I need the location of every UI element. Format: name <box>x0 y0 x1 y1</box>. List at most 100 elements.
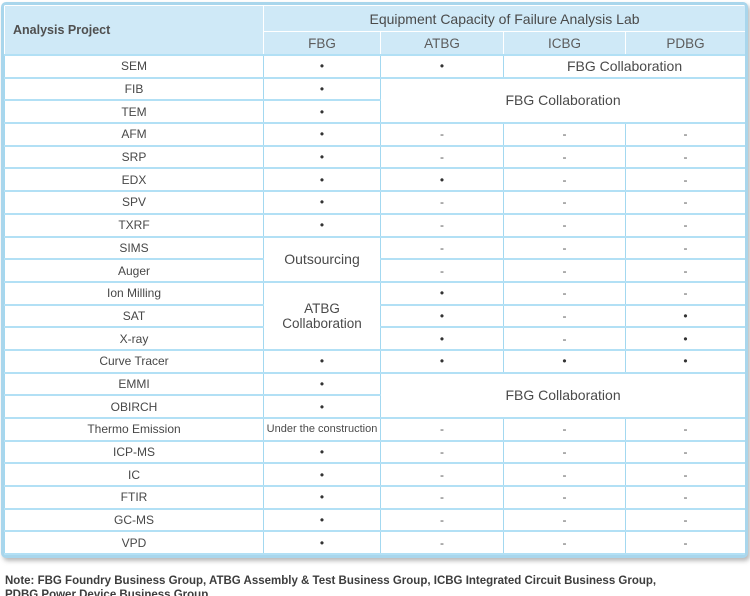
cell-atbg: - <box>380 462 504 488</box>
row-vpd: VPD • - - - <box>4 530 745 556</box>
cell-pdbg: - <box>624 190 745 215</box>
cell-icbg: - <box>503 303 626 329</box>
cell-atbg: • <box>380 303 504 329</box>
cell-fbg: • <box>263 99 381 125</box>
row-srp: SRP • - - - <box>4 144 745 170</box>
cell-pdbg: - <box>624 122 745 147</box>
cell-atbg: • <box>380 326 504 351</box>
row-sims: SIMS Outsourcing - - - <box>4 235 745 283</box>
row-emmi: EMMI • FBG Collaboration <box>4 371 745 420</box>
cell-icbg: - <box>503 439 626 465</box>
row-ftir: FTIR • - - - <box>4 485 745 510</box>
cell-pdbg: • <box>624 348 745 374</box>
row-label: FIB <box>4 76 264 102</box>
row-afm: AFM • - - - <box>4 122 745 147</box>
column-header-atbg: ATBG <box>380 31 504 56</box>
row-label: AFM <box>4 122 264 147</box>
cell-pdbg: - <box>624 507 745 533</box>
cell-fbg-merged-outsourcing: Outsourcing <box>263 235 381 283</box>
cell-icbg: - <box>503 417 626 442</box>
cell-fbg: • <box>263 54 381 79</box>
cell-atbg: - <box>380 417 504 442</box>
row-label: FTIR <box>4 485 264 510</box>
row-spv: SPV • - - - <box>4 190 745 215</box>
cell-icbg: - <box>503 326 626 351</box>
cell-pdbg: • <box>624 326 745 351</box>
cell-pdbg: - <box>624 280 745 306</box>
row-label: GC-MS <box>4 507 264 533</box>
row-ic: IC • - - - <box>4 462 745 488</box>
cell-pdbg: - <box>624 212 745 238</box>
row-label: VPD <box>4 530 264 556</box>
cell-icbg: - <box>503 530 626 556</box>
cell-fbg: • <box>263 144 381 170</box>
row-label: EMMI <box>4 371 264 397</box>
cell-atbg: - <box>380 144 504 170</box>
row-label: SAT <box>4 303 264 329</box>
row-curve-tracer: Curve Tracer • • • • <box>4 348 745 374</box>
cell-pdbg: • <box>624 303 745 329</box>
cell-atbg: - <box>380 485 504 510</box>
cell-atbg: - <box>380 235 504 261</box>
capacity-table: Analysis Project Equipment Capacity of F… <box>4 5 746 556</box>
cell-pdbg: - <box>624 258 745 283</box>
row-label: Curve Tracer <box>4 348 264 374</box>
row-xray: X-ray • - • <box>4 326 745 351</box>
row-label: Auger <box>4 258 264 283</box>
row-tem: TEM • <box>4 99 746 125</box>
row-label: EDX <box>4 167 264 193</box>
cell-atbg: - <box>380 530 504 556</box>
cell-pdbg: - <box>624 485 745 510</box>
cell-icbg: - <box>503 258 626 283</box>
row-label: TXRF <box>4 212 264 238</box>
cell-fbg: • <box>263 348 381 374</box>
cell-fbg: • <box>263 190 381 215</box>
row-fib: FIB • FBG Collaboration <box>4 76 745 125</box>
footnote: Note: FBG Foundry Business Group, ATBG A… <box>5 574 750 596</box>
row-label: IC <box>4 462 264 488</box>
cell-fbg: • <box>263 167 381 193</box>
cell-fbg: • <box>263 507 381 533</box>
cell-fbg: • <box>263 462 381 488</box>
row-txrf: TXRF • - - - <box>4 212 745 238</box>
cell-fbg: • <box>263 122 381 147</box>
cell-icbg: - <box>503 462 626 488</box>
cell-atbg: • <box>380 167 504 193</box>
cell-icbg: - <box>503 122 626 147</box>
cell-atbg: - <box>380 212 504 238</box>
cell-icbg: - <box>503 144 626 170</box>
column-header-icbg: ICBG <box>503 31 626 56</box>
cell-atbg: - <box>380 439 504 465</box>
capacity-table-frame: Analysis Project Equipment Capacity of F… <box>1 2 748 559</box>
row-label: TEM <box>4 99 264 125</box>
cell-icbg: - <box>503 280 626 306</box>
cell-pdbg: - <box>624 530 745 556</box>
cell-pdbg: - <box>624 167 745 193</box>
row-label: X-ray <box>4 326 264 351</box>
row-ion-milling: Ion Milling ATBG Collaboration • - - <box>4 280 745 351</box>
column-header-pdbg: PDBG <box>624 31 745 56</box>
footnote-line-2: PDBG Power Device Business Group <box>5 589 209 596</box>
header-row-title: Analysis Project Equipment Capacity of F… <box>4 5 745 56</box>
row-obirch: OBIRCH • <box>4 394 746 419</box>
cell-atbg: • <box>380 54 504 79</box>
cell-atbg: - <box>380 507 504 533</box>
cell-right-merged: FBG Collaboration <box>379 371 745 420</box>
row-label: OBIRCH <box>4 394 264 419</box>
cell-atbg: • <box>380 348 504 374</box>
cell-icbg: - <box>503 212 626 238</box>
cell-icbg: - <box>503 485 626 510</box>
row-sat: SAT • - • <box>4 303 745 329</box>
column-header-fbg: FBG <box>263 31 381 56</box>
cell-fbg: • <box>263 394 381 419</box>
cell-fbg: • <box>263 371 381 397</box>
row-thermo-emission: Thermo Emission Under the construction -… <box>4 417 745 442</box>
cell-fbg-under-construction: Under the construction <box>263 417 381 442</box>
cell-fbg: • <box>263 530 381 556</box>
row-label: ICP-MS <box>4 439 264 465</box>
row-sem: SEM • • FBG Collaboration <box>4 54 745 79</box>
cell-right-merged: FBG Collaboration <box>379 76 745 125</box>
cell-icbg: - <box>503 235 626 261</box>
cell-icbg: - <box>503 507 626 533</box>
header-row-columns: FBG ATBG ICBG PDBG <box>5 31 745 56</box>
